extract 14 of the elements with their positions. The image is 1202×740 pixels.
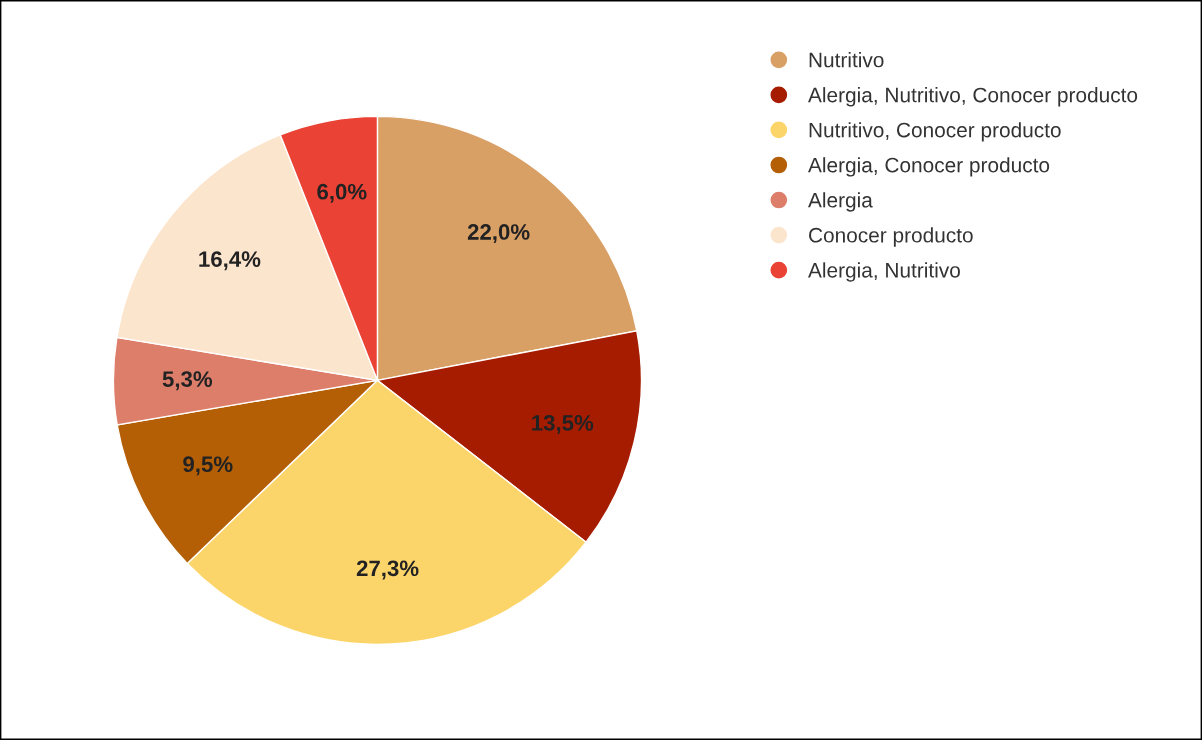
data-label: 22,0% bbox=[467, 224, 530, 244]
legend-label: Nutritivo bbox=[809, 52, 884, 68]
legend-label: Nutritivo, Conocer producto bbox=[809, 122, 1061, 142]
data-label: 5,3% bbox=[162, 371, 213, 391]
legend-label: Conocer producto bbox=[809, 227, 973, 247]
legend-label: Alergia, Nutritivo bbox=[808, 262, 960, 282]
data-label: 9,5% bbox=[183, 456, 233, 476]
data-label: 6,0% bbox=[317, 183, 367, 203]
data-label: 13,5% bbox=[532, 414, 594, 434]
legend-label: Alergia, Nutritivo, Conocer producto bbox=[808, 87, 1138, 107]
data-label: 27,3% bbox=[356, 560, 419, 580]
legend-label: Alergia bbox=[808, 192, 873, 212]
legend-label: Alergia, Conocer producto bbox=[808, 157, 1050, 177]
data-label: 16,4% bbox=[199, 251, 261, 271]
